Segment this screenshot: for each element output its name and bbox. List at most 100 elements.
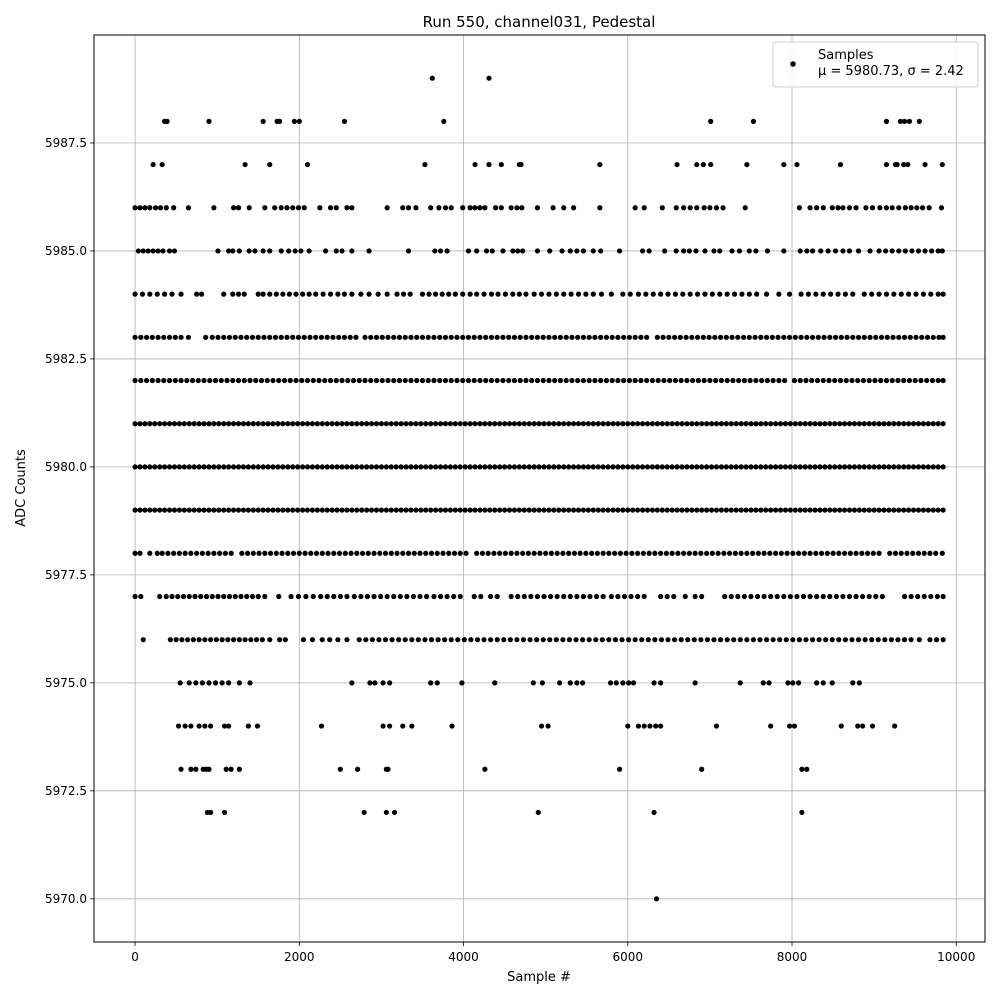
- data-point: [245, 723, 251, 729]
- data-point: [812, 464, 818, 470]
- data-point: [680, 291, 686, 297]
- data-point: [586, 637, 592, 643]
- data-point: [333, 248, 339, 254]
- data-point: [901, 161, 907, 168]
- data-point: [919, 205, 926, 211]
- data-point: [567, 680, 573, 686]
- data-point: [485, 550, 491, 556]
- data-point: [206, 766, 212, 772]
- data-point: [654, 421, 660, 427]
- data-point: [580, 421, 587, 427]
- data-point: [906, 118, 913, 124]
- data-point: [685, 637, 691, 643]
- data-point: [863, 205, 869, 211]
- data-point: [314, 421, 320, 427]
- data-point: [912, 377, 918, 384]
- data-point: [654, 464, 660, 470]
- data-point: [477, 507, 483, 513]
- data-point: [674, 161, 680, 168]
- data-point: [534, 377, 541, 384]
- data-point: [804, 334, 810, 340]
- data-point: [742, 205, 748, 211]
- data-point: [770, 377, 776, 384]
- data-point: [523, 377, 529, 384]
- data-point: [380, 723, 386, 729]
- data-point: [178, 291, 184, 297]
- data-point: [407, 291, 413, 297]
- data-point: [472, 507, 478, 513]
- data-point: [276, 377, 282, 384]
- data-point: [262, 550, 268, 556]
- data-point: [876, 248, 882, 254]
- data-point: [166, 248, 173, 254]
- data-point: [267, 334, 273, 340]
- data-point: [708, 118, 714, 124]
- data-point: [373, 421, 380, 427]
- data-point: [186, 593, 192, 600]
- y-tick-label: 5975.0: [45, 676, 87, 690]
- legend-box: [772, 41, 979, 88]
- data-point: [275, 464, 281, 470]
- data-point: [465, 248, 472, 254]
- data-point: [649, 507, 656, 513]
- data-point: [736, 248, 743, 254]
- data-point: [820, 205, 826, 211]
- data-point: [339, 377, 345, 384]
- data-point: [694, 464, 700, 470]
- data-point: [359, 550, 366, 556]
- data-point: [324, 593, 330, 600]
- data-point: [608, 593, 614, 600]
- data-point: [723, 464, 729, 470]
- data-point: [856, 680, 862, 686]
- data-point: [260, 118, 266, 124]
- data-point: [541, 464, 547, 470]
- data-point: [561, 205, 567, 211]
- data-point: [699, 593, 705, 600]
- data-point: [255, 421, 261, 427]
- data-point: [413, 507, 419, 513]
- data-point: [746, 248, 752, 254]
- data-point: [306, 248, 312, 254]
- data-point: [940, 377, 946, 384]
- data-point: [672, 377, 679, 384]
- data-point: [850, 291, 856, 297]
- data-point: [460, 377, 466, 384]
- data-point: [856, 464, 862, 470]
- data-point: [595, 421, 601, 427]
- data-point: [353, 334, 359, 340]
- data-point: [388, 507, 394, 513]
- data-point: [497, 464, 503, 470]
- data-point: [830, 550, 836, 556]
- data-point: [795, 680, 802, 686]
- data-point: [137, 507, 143, 513]
- data-point: [442, 637, 448, 643]
- data-point: [547, 593, 554, 600]
- data-point: [639, 637, 645, 643]
- data-point: [221, 464, 227, 470]
- data-point: [408, 464, 414, 470]
- data-point: [393, 464, 399, 470]
- data-point: [212, 377, 219, 384]
- data-point: [278, 205, 284, 211]
- data-point: [280, 421, 286, 427]
- data-point: [860, 593, 866, 600]
- data-point: [398, 464, 404, 470]
- data-point: [341, 291, 348, 297]
- data-point: [203, 334, 209, 340]
- data-point: [287, 377, 293, 384]
- data-point: [928, 291, 934, 297]
- data-point: [639, 507, 646, 513]
- data-point: [677, 334, 683, 340]
- data-point: [354, 421, 360, 427]
- data-point: [244, 550, 251, 556]
- data-point: [699, 421, 705, 427]
- data-point: [309, 464, 316, 470]
- data-point: [506, 507, 513, 513]
- data-point: [575, 464, 582, 470]
- data-point: [423, 421, 429, 427]
- data-point: [190, 637, 196, 643]
- data-point: [935, 464, 941, 470]
- data-point: [625, 464, 631, 470]
- data-point: [132, 205, 138, 211]
- data-point: [278, 248, 284, 254]
